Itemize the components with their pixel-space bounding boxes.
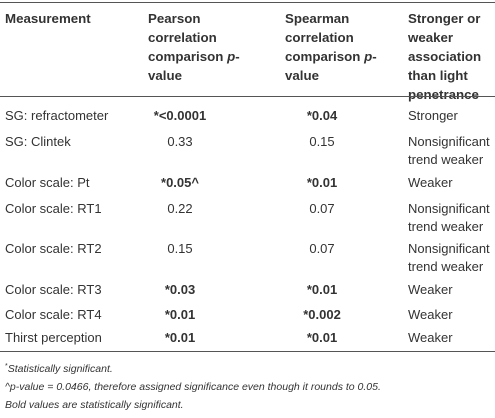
header-spearman: Spearman correlation comparison p-value	[285, 9, 395, 85]
top-rule	[0, 2, 495, 3]
cell-spearman: 0.07	[309, 241, 335, 256]
association-line: Weaker	[408, 282, 453, 297]
footnote-text: ^p-value = 0.0466, therefore assigned si…	[5, 381, 381, 393]
cell-pearson: 0.33	[167, 134, 193, 149]
header-association-label: Stronger or weaker association than ligh…	[408, 11, 482, 102]
footnote-bold: Bold values are statistically significan…	[5, 398, 184, 412]
cell-pearson: 0.15	[167, 241, 193, 256]
association-line: Nonsignificant	[408, 241, 490, 256]
cell-pearson: *<0.0001	[153, 108, 207, 123]
association-line: Stronger	[408, 108, 458, 123]
cell-measurement: SG: refractometer	[5, 108, 109, 123]
header-pearson-p: p	[227, 49, 236, 64]
cell-association: Nonsignificant trend weaker	[408, 240, 493, 276]
cell-association: Weaker	[408, 174, 493, 192]
association-line: Nonsignificant	[408, 201, 490, 216]
association-line: trend weaker	[408, 219, 484, 234]
header-spearman-label: Spearman correlation comparison	[285, 11, 361, 64]
cell-measurement: SG: Clintek	[5, 134, 71, 149]
header-pearson: Pearson correlation comparison p-value	[148, 9, 263, 85]
header-spearman-p: p	[364, 49, 373, 64]
cell-spearman: 0.15	[309, 134, 335, 149]
association-line: trend weaker	[408, 259, 484, 274]
cell-pearson: *0.05^	[161, 175, 199, 190]
header-measurement: Measurement	[5, 9, 125, 28]
cell-pearson: *0.03	[164, 282, 196, 297]
cell-association: Weaker	[408, 329, 493, 347]
association-line: Nonsignificant	[408, 134, 490, 149]
cell-spearman: 0.07	[309, 201, 335, 216]
cell-association: Nonsignificant trend weaker	[408, 200, 493, 236]
cell-pearson: *0.01	[164, 307, 196, 322]
cell-spearman: *0.002	[303, 307, 341, 322]
cell-association: Weaker	[408, 306, 493, 324]
association-line: Weaker	[408, 175, 453, 190]
footnote-text: Statistically significant.	[7, 363, 113, 375]
cell-spearman: *0.01	[306, 282, 338, 297]
footnote-significance: *Statistically significant.	[5, 360, 113, 376]
association-line: trend weaker	[408, 152, 484, 167]
cell-pearson: 0.22	[167, 201, 193, 216]
cell-pearson: *0.01	[164, 330, 196, 345]
cell-spearman: *0.01	[306, 330, 338, 345]
cell-measurement: Color scale: Pt	[5, 175, 90, 190]
cell-spearman: *0.01	[306, 175, 338, 190]
cell-measurement: Color scale: RT3	[5, 282, 102, 297]
cell-association: Nonsignificant trend weaker	[408, 133, 493, 169]
header-rule	[0, 96, 495, 97]
footnote-text: Bold values are statistically significan…	[5, 399, 184, 411]
header-measurement-label: Measurement	[5, 11, 91, 26]
association-line: Weaker	[408, 330, 453, 345]
footnote-mark: *	[5, 363, 8, 370]
bottom-rule	[0, 351, 495, 352]
header-association: Stronger or weaker association than ligh…	[408, 9, 493, 104]
cell-measurement: Color scale: RT1	[5, 201, 102, 216]
cell-measurement: Color scale: RT2	[5, 241, 102, 256]
cell-measurement: Color scale: RT4	[5, 307, 102, 322]
cell-measurement: Thirst perception	[5, 330, 102, 345]
footnote-caret: ^p-value = 0.0466, therefore assigned si…	[5, 380, 381, 394]
header-spearman-suffix: -value	[285, 49, 377, 83]
association-line: Weaker	[408, 307, 453, 322]
header-pearson-suffix: -value	[148, 49, 240, 83]
cell-association: Stronger	[408, 107, 493, 125]
cell-spearman: *0.04	[306, 108, 338, 123]
cell-association: Weaker	[408, 281, 493, 299]
header-pearson-label: Pearson correlation comparison	[148, 11, 224, 64]
